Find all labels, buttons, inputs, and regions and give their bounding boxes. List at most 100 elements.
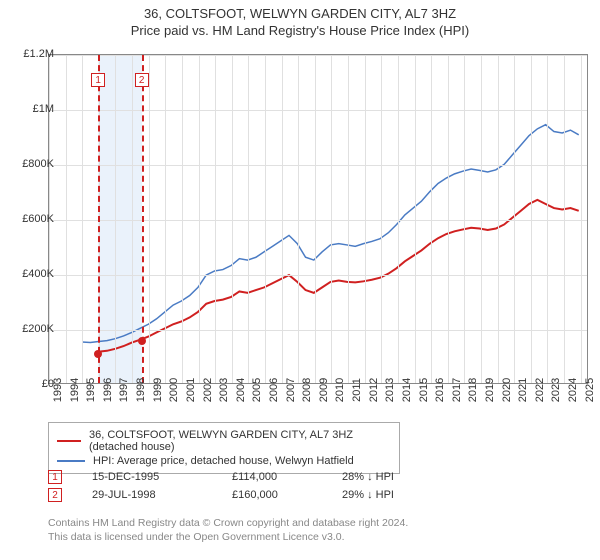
xtick-label: 1994 [69, 378, 81, 402]
xtick-label: 2015 [418, 378, 430, 402]
legend-swatch [57, 460, 85, 462]
legend-label: 36, COLTSFOOT, WELWYN GARDEN CITY, AL7 3… [89, 429, 391, 453]
xtick-label: 1993 [52, 378, 64, 402]
grid-line-v [448, 55, 449, 383]
chart-svg [49, 55, 587, 383]
footer-attribution: Contains HM Land Registry data © Crown c… [48, 516, 408, 544]
xtick-label: 2025 [584, 378, 596, 402]
xtick-label: 1996 [102, 378, 114, 402]
series-hpi [82, 125, 579, 343]
xtick-label: 2013 [384, 378, 396, 402]
grid-line-h [49, 55, 587, 56]
grid-line-h [49, 165, 587, 166]
ytick-label: £600K [6, 213, 54, 225]
ref-line [98, 55, 100, 383]
grid-line-v [381, 55, 382, 383]
sales-marker: 2 [48, 488, 62, 502]
sales-date: 29-JUL-1998 [92, 489, 202, 501]
legend-row: 36, COLTSFOOT, WELWYN GARDEN CITY, AL7 3… [57, 429, 391, 453]
grid-line-v [331, 55, 332, 383]
ref-marker: 1 [91, 73, 105, 87]
xtick-label: 2018 [467, 378, 479, 402]
xtick-label: 2014 [401, 378, 413, 402]
sales-price: £114,000 [232, 471, 312, 483]
grid-line-v [531, 55, 532, 383]
sales-marker: 1 [48, 470, 62, 484]
grid-line-v [265, 55, 266, 383]
xtick-label: 2024 [567, 378, 579, 402]
ref-line [142, 55, 144, 383]
grid-line-v [115, 55, 116, 383]
xtick-label: 2002 [202, 378, 214, 402]
xtick-label: 2004 [235, 378, 247, 402]
grid-line-v [66, 55, 67, 383]
ref-marker: 2 [135, 73, 149, 87]
grid-line-v [365, 55, 366, 383]
grid-line-v [514, 55, 515, 383]
sale-point [94, 350, 102, 358]
xtick-label: 1995 [85, 378, 97, 402]
grid-line-v [132, 55, 133, 383]
legend-swatch [57, 440, 81, 442]
xtick-label: 2010 [334, 378, 346, 402]
xtick-label: 1997 [118, 378, 130, 402]
footer-line-2: This data is licensed under the Open Gov… [48, 530, 408, 544]
sales-date: 15-DEC-1995 [92, 471, 202, 483]
xtick-label: 2003 [218, 378, 230, 402]
grid-line-v [215, 55, 216, 383]
xtick-label: 2006 [268, 378, 280, 402]
grid-line-v [581, 55, 582, 383]
sales-row: 1 15-DEC-1995 £114,000 28% ↓ HPI [48, 470, 432, 484]
xtick-label: 2019 [484, 378, 496, 402]
grid-line-v [298, 55, 299, 383]
grid-line-v [248, 55, 249, 383]
grid-line-v [547, 55, 548, 383]
xtick-label: 2001 [185, 378, 197, 402]
ytick-label: £800K [6, 158, 54, 170]
sales-price: £160,000 [232, 489, 312, 501]
grid-line-v [149, 55, 150, 383]
ytick-label: £0 [6, 378, 54, 390]
grid-line-v [315, 55, 316, 383]
ytick-label: £400K [6, 268, 54, 280]
xtick-label: 2016 [434, 378, 446, 402]
xtick-label: 2000 [168, 378, 180, 402]
xtick-label: 1999 [152, 378, 164, 402]
grid-line-v [431, 55, 432, 383]
grid-line-v [498, 55, 499, 383]
grid-line-v [415, 55, 416, 383]
chart-subtitle: Price paid vs. HM Land Registry's House … [0, 23, 600, 38]
grid-line-h [49, 220, 587, 221]
chart-plot-area: 12 [48, 54, 588, 384]
sale-point [138, 337, 146, 345]
footer-line-1: Contains HM Land Registry data © Crown c… [48, 516, 408, 530]
sales-diff: 28% ↓ HPI [342, 471, 432, 483]
grid-line-v [199, 55, 200, 383]
grid-line-h [49, 275, 587, 276]
sales-row: 2 29-JUL-1998 £160,000 29% ↓ HPI [48, 488, 432, 502]
grid-line-h [49, 110, 587, 111]
xtick-label: 2021 [517, 378, 529, 402]
grid-line-v [182, 55, 183, 383]
grid-line-h [49, 330, 587, 331]
ytick-label: £1.2M [6, 48, 54, 60]
xtick-label: 2017 [451, 378, 463, 402]
xtick-label: 2008 [301, 378, 313, 402]
xtick-label: 2009 [318, 378, 330, 402]
xtick-label: 2012 [368, 378, 380, 402]
grid-line-v [398, 55, 399, 383]
grid-line-v [232, 55, 233, 383]
ytick-label: £1M [6, 103, 54, 115]
xtick-label: 2020 [501, 378, 513, 402]
grid-line-v [348, 55, 349, 383]
xtick-label: 1998 [135, 378, 147, 402]
sales-diff: 29% ↓ HPI [342, 489, 432, 501]
grid-line-v [282, 55, 283, 383]
xtick-label: 2011 [351, 378, 363, 402]
grid-line-v [82, 55, 83, 383]
sales-table: 1 15-DEC-1995 £114,000 28% ↓ HPI 2 29-JUL-199… [48, 466, 432, 506]
grid-line-v [464, 55, 465, 383]
grid-line-v [564, 55, 565, 383]
chart-title: 36, COLTSFOOT, WELWYN GARDEN CITY, AL7 3… [0, 6, 600, 21]
xtick-label: 2005 [251, 378, 263, 402]
